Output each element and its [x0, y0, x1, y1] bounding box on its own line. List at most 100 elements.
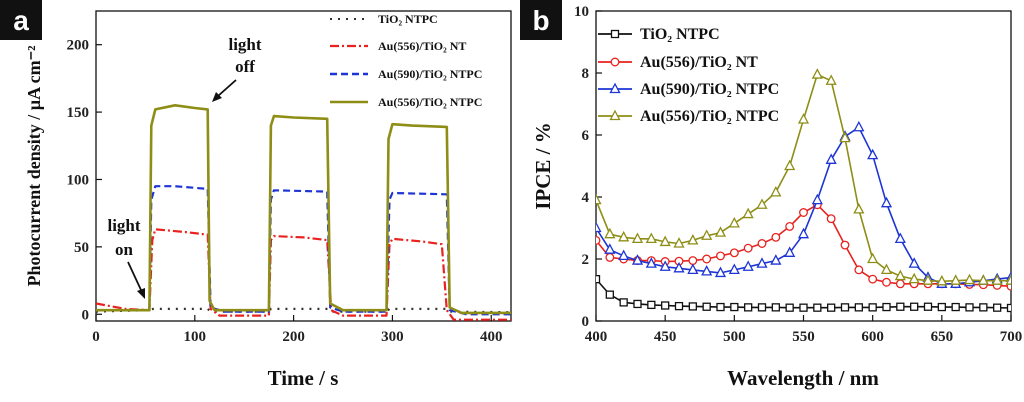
series-b-point-2-19 [853, 120, 865, 132]
plot-a-ylabel: Photocurrent density / µA cm⁻² [24, 46, 44, 287]
plot-b-ticks: 400 450 500 550 600 650 700 0 2 4 6 8 10 [574, 4, 1022, 345]
x-tick-label-b-6: 700 [1000, 329, 1023, 345]
plot-b-xlabel: Wavelength / nm [727, 366, 879, 390]
legend-a-label-1: Au(556)/TiO₂ NT [378, 39, 466, 53]
series-b-point-1-8 [702, 254, 712, 264]
x-tick-label-b-4: 600 [861, 329, 884, 345]
series-b-point-0-19 [854, 303, 863, 312]
legend-b-marker-1 [610, 57, 620, 67]
series-b-point-3-1 [604, 227, 616, 239]
series-b-point-1-13 [771, 232, 781, 242]
series-b-point-2-10 [728, 263, 740, 275]
series-b-point-0-9 [716, 302, 725, 312]
plot-a-legend: TiO₂ NTPC Au(556)/TiO₂ NT Au(590)/TiO₂ N… [330, 12, 482, 109]
series-b-point-1-0 [596, 235, 601, 245]
legend-b-marker-0 [610, 29, 620, 39]
series-b-point-0-7 [688, 302, 697, 311]
series-b-point-0-29 [993, 303, 1002, 312]
x-tick-label-a-4: 400 [480, 329, 503, 345]
x-tick-label-b-1: 450 [654, 329, 677, 345]
series-b-point-0-5 [661, 301, 670, 310]
series-b-point-1-12 [757, 239, 767, 248]
series-b-point-0-28 [979, 303, 988, 312]
x-tick-label-a-2: 200 [282, 329, 305, 345]
series-b-point-0-26 [951, 302, 960, 312]
y-tick-label-b-2: 4 [582, 190, 590, 206]
series-b-line-1 [596, 204, 1011, 288]
series-b-point-0-13 [771, 303, 780, 312]
y-tick-label-b-5: 10 [574, 4, 589, 20]
series-b-point-3-19 [853, 203, 865, 214]
series-b-point-3-0 [596, 193, 602, 205]
x-tick-label-a-1: 100 [184, 329, 207, 345]
x-tick-label-b-2: 500 [723, 329, 746, 345]
series-b-point-0-22 [896, 302, 905, 311]
series-b-point-0-18 [840, 303, 850, 312]
legend-a-label-0: TiO₂ NTPC [378, 12, 438, 26]
series-b-point-3-16 [811, 68, 823, 79]
series-b-point-2-7 [687, 263, 699, 275]
series-b-point-3-8 [701, 229, 713, 240]
y-tick-label-a-4: 200 [67, 38, 90, 54]
series-b-point-3-21 [880, 263, 893, 275]
annotation-light-on-arrowhead [137, 288, 145, 299]
series-b-point-3-23 [908, 272, 920, 284]
series-b-point-3-27 [963, 273, 976, 285]
series-b-point-3-9 [714, 226, 727, 237]
series-b-point-3-25 [936, 274, 948, 286]
x-tick-label-a-3: 300 [381, 329, 404, 345]
annotation-light-off-line1: light [228, 35, 261, 54]
series-b-point-3-4 [645, 232, 657, 244]
series-b-point-2-4 [645, 257, 657, 268]
x-tick-label-b-0: 400 [585, 329, 608, 345]
series-b-point-0-24 [923, 302, 933, 311]
series-b-point-3-20 [867, 252, 879, 264]
y-tick-label-a-2: 100 [67, 172, 90, 188]
plot-b-series [596, 68, 1011, 313]
series-b-point-0-27 [965, 303, 974, 312]
series-b-point-0-20 [868, 303, 877, 312]
series-b-line-3 [596, 73, 1011, 283]
annotation-light-off-arrowhead [212, 92, 222, 102]
plot-a-series [96, 104, 511, 321]
annotation-light-off-line2: off [235, 57, 255, 76]
series-b-point-3-17 [825, 74, 837, 85]
series-b-point-3-5 [659, 235, 671, 247]
series-b-point-3-3 [631, 232, 644, 244]
series-b-point-1-15 [799, 208, 808, 217]
annotation-light-on-arrow [127, 261, 142, 291]
series-b-point-3-2 [618, 230, 630, 242]
legend-b-label-2: Au(590)/TiO₂ NTPC [640, 81, 779, 98]
plot-a-ticks: 0 100 200 300 400 0 50 100 150 200 [67, 38, 503, 345]
legend-a-label-3: Au(556)/TiO₂ NTPC [378, 95, 482, 109]
series-a-line-2 [96, 185, 511, 316]
series-b-point-0-2 [619, 298, 628, 307]
plot-b-legend: TiO₂ NTPC Au(556)/TiO₂ NT Au(590)/TiO₂ N… [598, 26, 779, 125]
series-b-point-0-17 [827, 303, 836, 312]
annotation-light-on-line2: on [115, 240, 134, 259]
series-b-point-0-16 [813, 303, 822, 312]
series-b-point-0-8 [702, 302, 711, 311]
legend-b-label-1: Au(556)/TiO₂ NT [640, 54, 758, 71]
series-b-point-3-24 [922, 274, 934, 285]
series-b-point-0-30 [1006, 303, 1011, 313]
y-tick-label-b-4: 8 [582, 66, 590, 82]
series-b-point-1-14 [785, 221, 795, 231]
y-tick-label-b-3: 6 [582, 128, 590, 144]
series-b-point-1-19 [854, 265, 864, 275]
legend-b-label-0: TiO₂ NTPC [640, 26, 720, 43]
series-b-point-3-30 [1005, 274, 1011, 285]
series-b-point-2-20 [867, 148, 879, 160]
series-b-point-1-7 [688, 256, 698, 265]
series-b-point-0-11 [744, 303, 753, 312]
y-tick-label-a-3: 150 [67, 105, 90, 121]
series-b-point-0-21 [882, 302, 891, 312]
panel-b-badge [520, 0, 562, 40]
series-a-line-3 [96, 104, 511, 315]
series-b-point-2-8 [701, 265, 713, 276]
series-a-line-0 [96, 307, 511, 314]
series-b-point-3-26 [950, 274, 962, 285]
series-b-point-3-12 [756, 198, 768, 209]
